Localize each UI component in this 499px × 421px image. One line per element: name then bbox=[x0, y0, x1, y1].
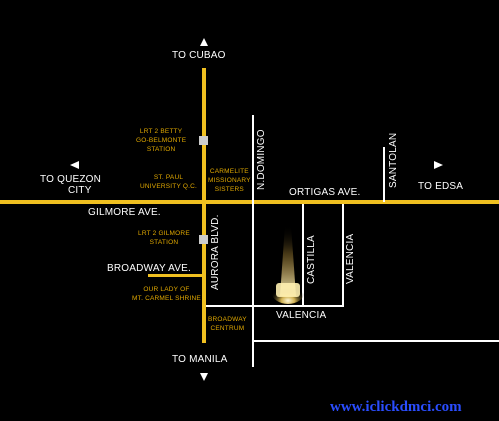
poi-line: LRT 2 BETTY bbox=[139, 128, 183, 135]
lrt-station-icon bbox=[199, 136, 208, 145]
arrow-down-icon bbox=[200, 373, 208, 381]
n-domingo-road bbox=[252, 115, 254, 367]
poi-line: MT. CARMEL SHRINE bbox=[132, 294, 201, 302]
valencia-street-label: VALENCIA bbox=[276, 310, 327, 321]
valencia-v-road bbox=[342, 204, 344, 306]
our-lady-mt-carmel-label: OUR LADY OF MT. CARMEL SHRINE bbox=[132, 286, 201, 304]
lrt2-gilmore-label: LRT 2 GILMORE STATION bbox=[138, 230, 190, 248]
broadway-ave-road bbox=[148, 274, 204, 277]
broadway-centrum-label: BROADWAY CENTRUM bbox=[208, 316, 247, 334]
poi-line: BROADWAY bbox=[208, 316, 247, 323]
poi-line: MISSIONARY bbox=[208, 176, 251, 184]
poi-line: STATION bbox=[146, 145, 176, 153]
castilla-label: CASTILLA bbox=[306, 235, 317, 284]
to-quezon-city-label: TO QUEZON bbox=[40, 174, 102, 185]
arrow-left-icon bbox=[70, 161, 79, 169]
valencia-h-road bbox=[206, 305, 344, 307]
broadway-ave-label: BROADWAY AVE. bbox=[107, 263, 191, 274]
ortigas-ave-road bbox=[0, 200, 499, 204]
poi-line: ST. PAUL bbox=[153, 174, 184, 181]
santolan-label: SANTOLAN bbox=[388, 132, 399, 188]
aurora-blvd-label: AURORA BLVD. bbox=[210, 214, 221, 290]
arrow-up-icon bbox=[200, 38, 208, 46]
poi-line: GO-BELMONTE bbox=[136, 136, 187, 144]
poi-line: UNIVERSITY Q.C. bbox=[140, 182, 198, 190]
ortigas-ave-label: ORTIGAS AVE. bbox=[289, 187, 361, 198]
poi-line: CENTRUM bbox=[210, 324, 245, 332]
poi-line: STATION bbox=[149, 238, 179, 246]
poi-line: SISTERS bbox=[214, 185, 244, 193]
bottom-connector-road bbox=[254, 340, 499, 342]
valencia-vertical-label: VALENCIA bbox=[345, 233, 356, 284]
st-paul-university-label: ST. PAUL UNIVERSITY Q.C. bbox=[140, 174, 197, 192]
to-edsa-label: TO EDSA bbox=[418, 181, 464, 192]
watermark-link[interactable]: www.iclickdmci.com bbox=[330, 399, 462, 415]
site-marker-icon bbox=[272, 225, 304, 304]
arrow-right-icon bbox=[434, 161, 443, 169]
gilmore-ave-label: GILMORE AVE. bbox=[88, 207, 161, 218]
lrt-station-icon bbox=[199, 235, 208, 244]
santolan-road bbox=[383, 147, 385, 202]
aurora-blvd-road bbox=[202, 68, 206, 343]
lrt2-betty-go-belmonte-label: LRT 2 BETTY GO-BELMONTE STATION bbox=[136, 128, 186, 154]
to-quezon-city-label-2: CITY bbox=[68, 185, 92, 196]
n-domingo-label: N.DOMINGO bbox=[256, 129, 267, 190]
castilla-road bbox=[302, 204, 304, 306]
poi-line: CARMELITE bbox=[209, 168, 249, 175]
carmelite-missionary-label: CARMELITE MISSIONARY SISTERS bbox=[208, 168, 251, 194]
poi-line: OUR LADY OF bbox=[143, 286, 190, 293]
to-manila-label: TO MANILA bbox=[172, 354, 228, 365]
to-cubao-label: TO CUBAO bbox=[172, 50, 226, 61]
poi-line: LRT 2 GILMORE bbox=[138, 230, 190, 237]
